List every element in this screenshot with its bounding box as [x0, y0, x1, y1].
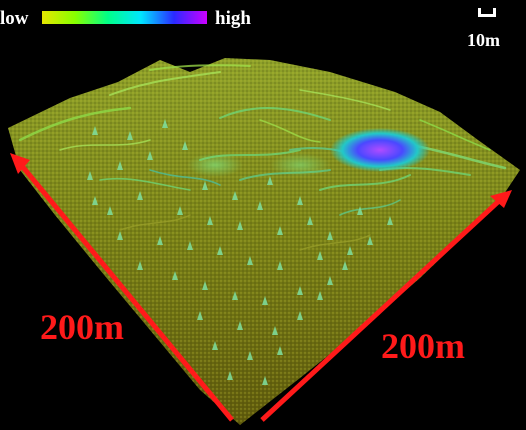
elevation-colorbar: [42, 11, 207, 24]
tree-point: [267, 176, 273, 185]
legend-high-label: high: [215, 8, 251, 29]
left-arrowhead-top: [10, 153, 30, 174]
tree-point: [177, 206, 183, 215]
tree-point: [262, 296, 268, 305]
scale-bracket-icon: [478, 8, 496, 17]
tree-point: [297, 196, 303, 205]
tree-point: [157, 236, 163, 245]
tree-point: [117, 161, 123, 170]
tree-point: [137, 261, 143, 270]
scale-bar-label: 10m: [467, 30, 500, 50]
tree-point: [237, 321, 243, 330]
tree-point: [297, 286, 303, 295]
right-dimension-arrow: [260, 198, 502, 422]
tree-point: [212, 341, 218, 350]
tree-point: [227, 371, 233, 380]
tree-point: [277, 261, 283, 270]
legend-low-label: low: [0, 8, 29, 29]
tree-point: [107, 206, 113, 215]
tree-point: [202, 181, 208, 190]
tree-point: [247, 351, 253, 360]
tree-point: [272, 326, 278, 335]
tree-point: [217, 246, 223, 255]
tree-point: [87, 171, 93, 180]
tree-point: [137, 191, 143, 200]
tree-point: [307, 216, 313, 225]
tree-point: [187, 241, 193, 250]
tree-point: [197, 311, 203, 320]
tree-point: [207, 216, 213, 225]
tree-point: [247, 256, 253, 265]
tree-point: [317, 291, 323, 300]
tree-point: [367, 236, 373, 245]
tree-point: [277, 346, 283, 355]
tree-point: [277, 226, 283, 235]
tree-point: [202, 281, 208, 290]
tree-point: [347, 246, 353, 255]
tree-point: [387, 216, 393, 225]
tree-point: [237, 221, 243, 230]
tree-point: [182, 141, 188, 150]
highest-peak: [330, 128, 430, 172]
tree-point: [127, 131, 133, 140]
tree-point: [297, 311, 303, 320]
tree-point: [147, 151, 153, 160]
tree-point: [317, 251, 323, 260]
tree-points: [87, 119, 393, 385]
tree-point: [327, 231, 333, 240]
tree-point: [162, 119, 168, 128]
right-dimension-label: 200m: [381, 326, 465, 366]
tree-point: [232, 291, 238, 300]
tree-point: [172, 271, 178, 280]
tree-point: [117, 231, 123, 240]
right-arrowhead-top: [490, 190, 512, 208]
hill: [270, 153, 330, 177]
dimension-arrows: [10, 153, 512, 422]
tree-point: [92, 126, 98, 135]
tree-point: [327, 276, 333, 285]
tree-point: [92, 196, 98, 205]
tree-point: [257, 201, 263, 210]
tree-point: [232, 191, 238, 200]
tree-point: [262, 376, 268, 385]
tree-point: [342, 261, 348, 270]
tree-point: [357, 206, 363, 215]
left-dimension-arrow: [20, 164, 234, 422]
left-dimension-label: 200m: [40, 307, 124, 347]
hill: [187, 153, 243, 177]
